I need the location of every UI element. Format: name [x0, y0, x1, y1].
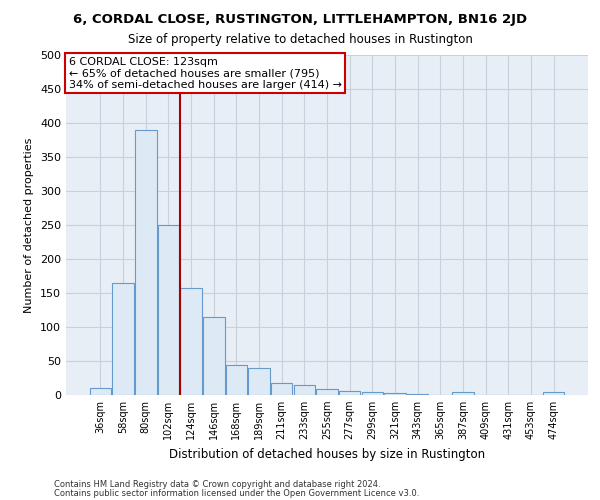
Bar [316, 389, 338, 395]
Bar [181, 288, 202, 395]
Bar [362, 392, 383, 395]
Bar [226, 365, 247, 395]
Bar [452, 392, 473, 395]
Bar [543, 392, 564, 395]
Bar [271, 384, 292, 395]
Text: Contains HM Land Registry data © Crown copyright and database right 2024.: Contains HM Land Registry data © Crown c… [54, 480, 380, 489]
Bar [293, 386, 315, 395]
Bar [407, 394, 428, 395]
Text: Size of property relative to detached houses in Rustington: Size of property relative to detached ho… [128, 32, 472, 46]
X-axis label: Distribution of detached houses by size in Rustington: Distribution of detached houses by size … [169, 448, 485, 460]
Bar [158, 225, 179, 395]
Bar [135, 130, 157, 395]
Bar [203, 318, 224, 395]
Bar [90, 388, 111, 395]
Text: 6 CORDAL CLOSE: 123sqm
← 65% of detached houses are smaller (795)
34% of semi-de: 6 CORDAL CLOSE: 123sqm ← 65% of detached… [68, 56, 341, 90]
Bar [339, 391, 361, 395]
Bar [112, 283, 134, 395]
Text: Contains public sector information licensed under the Open Government Licence v3: Contains public sector information licen… [54, 488, 419, 498]
Text: 6, CORDAL CLOSE, RUSTINGTON, LITTLEHAMPTON, BN16 2JD: 6, CORDAL CLOSE, RUSTINGTON, LITTLEHAMPT… [73, 12, 527, 26]
Bar [248, 368, 270, 395]
Bar [384, 393, 406, 395]
Y-axis label: Number of detached properties: Number of detached properties [25, 138, 34, 312]
